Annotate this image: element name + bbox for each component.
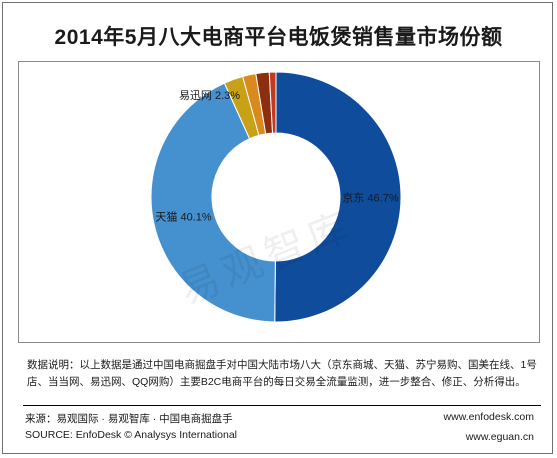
slice-label-京东: 京东 46.7% bbox=[342, 190, 398, 204]
slice-label-易迅网: 易迅网 2.3% bbox=[179, 89, 240, 102]
data-note: 数据说明：以上数据是通过中国电商掘盘手对中国大陆市场八大（京东商城、天猫、苏宁易… bbox=[27, 359, 537, 388]
url-eguan: www.eguan.cn bbox=[465, 431, 534, 443]
chart-title: 2014年5月八大电商平台电饭煲销售量市场份额 bbox=[54, 26, 503, 49]
slice-京东 bbox=[274, 71, 402, 323]
chart-frame: 2014年5月八大电商平台电饭煲销售量市场份额 京东 46.7% 天猫 40.1%… bbox=[2, 2, 553, 454]
source-en: SOURCE: EnfoDesk © Analysys Internationa… bbox=[25, 429, 237, 441]
slice-label-天猫: 天猫 40.1% bbox=[155, 210, 211, 223]
slice-天猫 bbox=[150, 82, 276, 323]
source-cn: 来源：易观国际 · 易观智库 · 中国电商掘盘手 bbox=[25, 413, 233, 425]
slice-small-5 bbox=[268, 71, 277, 134]
divider bbox=[23, 405, 541, 406]
donut-chart: 京东 46.7% 天猫 40.1% 易迅网 2.3% bbox=[150, 71, 402, 323]
plot-area: 京东 46.7% 天猫 40.1% 易迅网 2.3% 易观智库 bbox=[18, 61, 540, 343]
url-enfodesk: www.enfodesk.com bbox=[443, 411, 534, 423]
